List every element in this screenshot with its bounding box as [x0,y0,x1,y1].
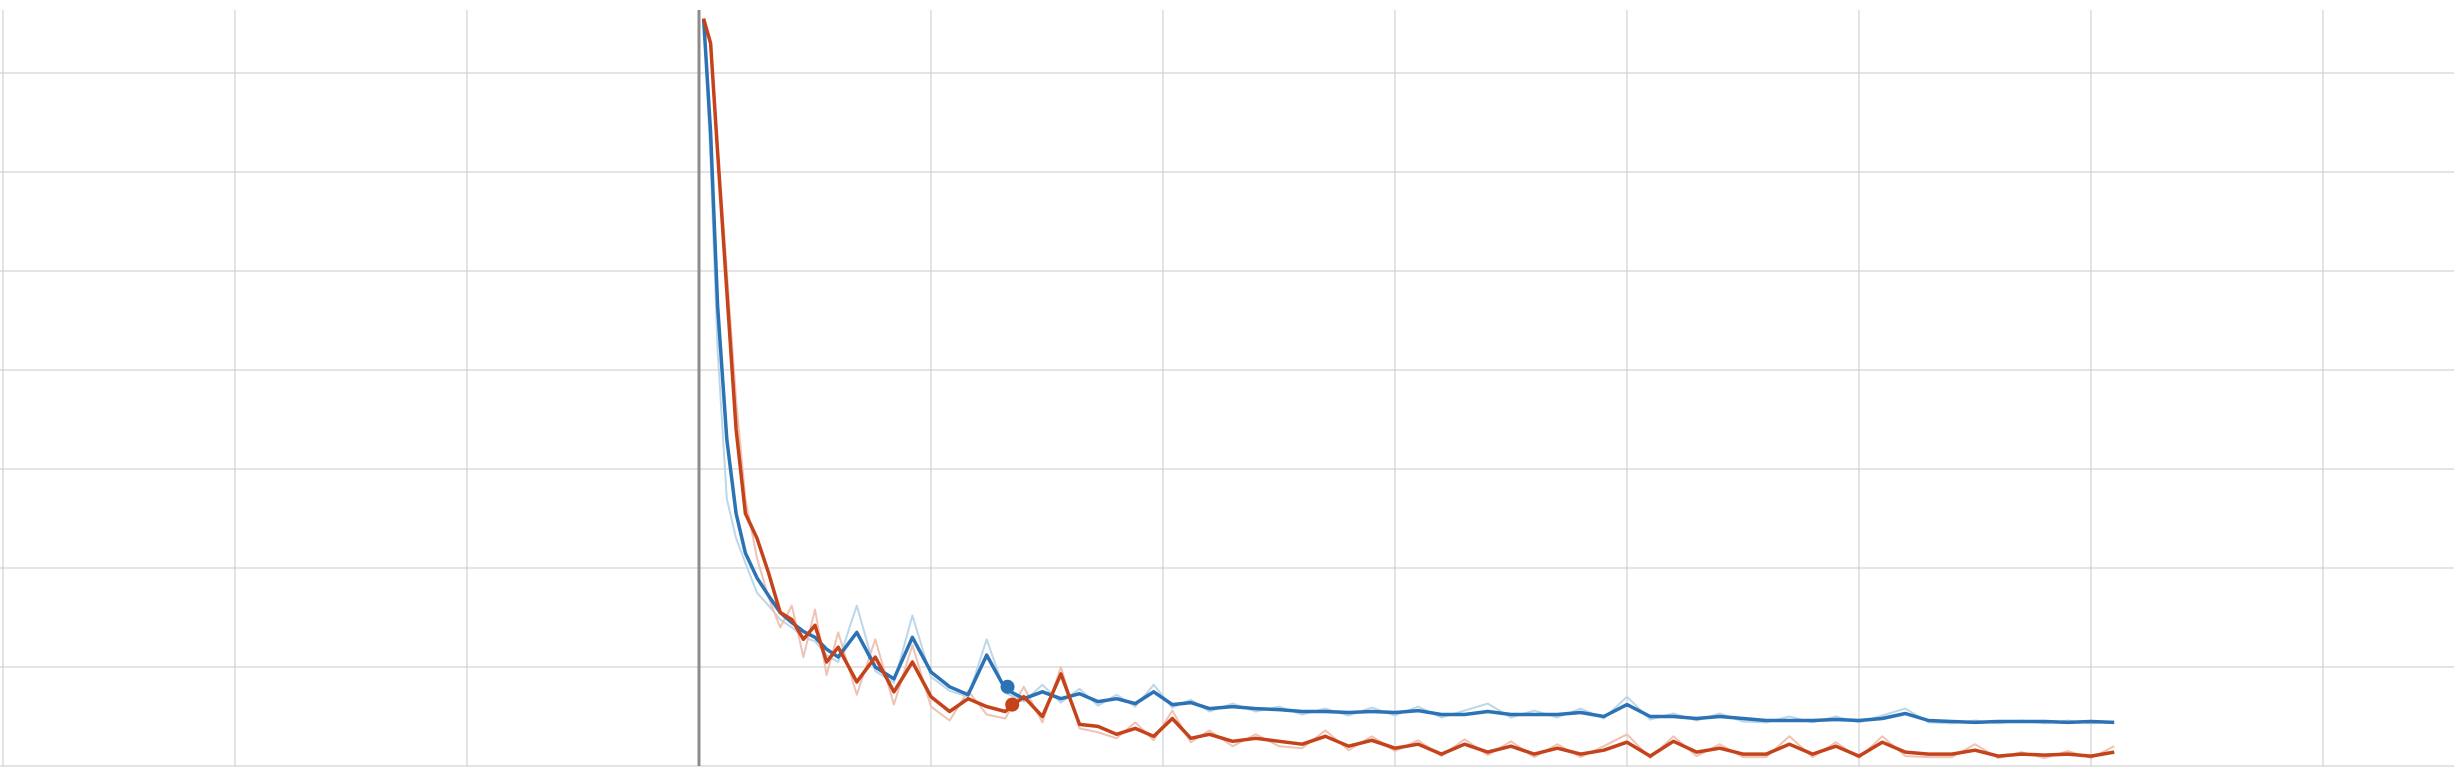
series-blue-marker [1000,679,1015,694]
series-blue-raw-line [702,18,2115,725]
smoothed-series-lines [701,18,2115,758]
series-orange-marker [1005,697,1020,712]
gridlines [0,10,2454,767]
series-blue-line [701,18,2115,725]
series-markers [1000,679,1020,712]
raw-series-lines [702,18,2115,760]
series-orange-line [701,18,2115,758]
series-orange-raw-line [702,18,2115,760]
